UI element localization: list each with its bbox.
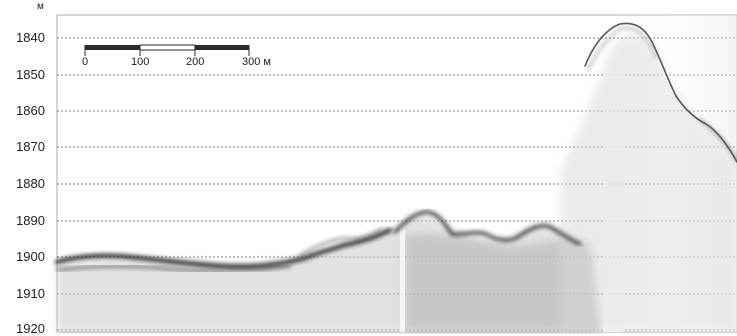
depth-tick-label: 1850 (16, 67, 45, 82)
depth-tick-label: 1910 (16, 286, 45, 301)
scale-label-0: 0 (82, 56, 89, 68)
depth-tick-label: 1900 (16, 249, 45, 264)
seabed-echo (55, 22, 737, 273)
depth-tick-label: 1880 (16, 176, 45, 191)
subbottom-backscatter (57, 15, 737, 333)
depth-tick-label: 1890 (16, 213, 45, 228)
scale-label-100: 100 (131, 56, 150, 68)
depth-tick-label: 1870 (16, 139, 45, 154)
scale-label-200: 200 (186, 56, 205, 68)
depth-tick-label: 1920 (16, 321, 45, 336)
scale-bar (84, 44, 250, 56)
scale-segment-200-300 (195, 45, 249, 50)
depth-tick-label: 1860 (16, 103, 45, 118)
scale-label-300: 300 м (242, 56, 271, 68)
scale-segment-100-200 (139, 44, 196, 51)
depth-axis-unit: м (37, 1, 44, 12)
scale-segment-0-100 (85, 45, 140, 50)
depth-tick-label: 1840 (16, 30, 45, 45)
